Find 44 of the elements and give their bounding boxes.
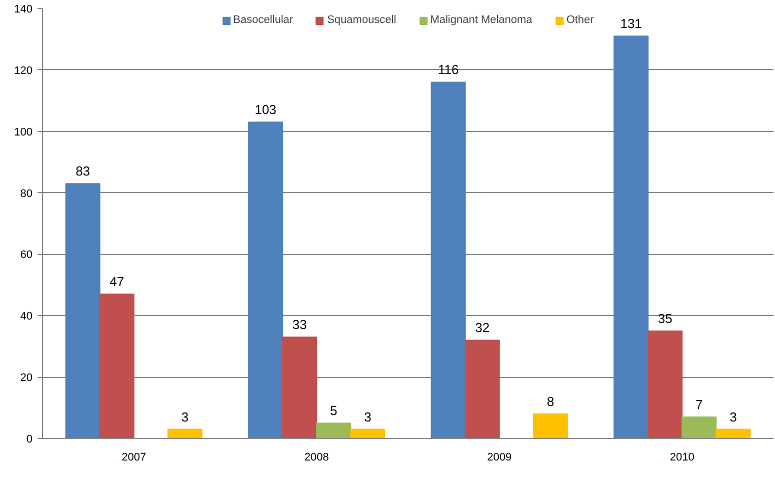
bar: [99, 294, 134, 438]
x-tick-label: 2010: [670, 452, 694, 464]
legend-label: Malignant Melanoma: [430, 14, 532, 26]
y-tick-label: 100: [14, 126, 33, 138]
y-tick-label: 20: [20, 372, 33, 384]
data-label: 35: [658, 311, 672, 326]
data-label: 5: [330, 403, 338, 418]
data-label: 3: [730, 409, 737, 424]
legend-label: Squamouscell: [327, 14, 396, 26]
y-tick-label: 140: [14, 4, 33, 16]
data-label: 3: [181, 409, 189, 424]
bar: [167, 428, 202, 438]
bar: [248, 122, 284, 438]
legend-label: Other: [566, 14, 594, 26]
bar: [430, 82, 466, 438]
y-tick-label: 40: [20, 310, 33, 323]
data-label: 116: [438, 62, 459, 78]
data-label: 131: [620, 16, 642, 32]
bar: [532, 413, 568, 438]
bar: [682, 416, 717, 438]
x-tick-label: 2007: [122, 452, 146, 464]
y-tick-label: 120: [14, 64, 33, 77]
x-tick-label: 2009: [487, 452, 512, 464]
data-label: 103: [254, 102, 276, 118]
bar: [648, 330, 683, 438]
data-label: 8: [546, 394, 554, 409]
y-tick-label: 0: [26, 434, 33, 446]
bar: [316, 422, 352, 438]
bar: [65, 183, 100, 438]
data-label: 32: [475, 320, 490, 336]
bar: [282, 336, 318, 438]
legend-label: Basocellular: [233, 14, 294, 26]
bar: [464, 340, 500, 438]
bar: [350, 428, 386, 438]
x-tick-label: 2008: [304, 452, 329, 464]
data-label: 33: [292, 317, 307, 332]
bar: [614, 36, 649, 438]
data-label: 47: [110, 274, 124, 290]
data-label: 83: [76, 164, 90, 179]
bar: [716, 428, 751, 438]
y-tick-label: 60: [20, 249, 33, 262]
data-label: 3: [364, 409, 372, 424]
y-tick-label: 80: [20, 188, 33, 200]
data-label: 7: [696, 397, 703, 412]
